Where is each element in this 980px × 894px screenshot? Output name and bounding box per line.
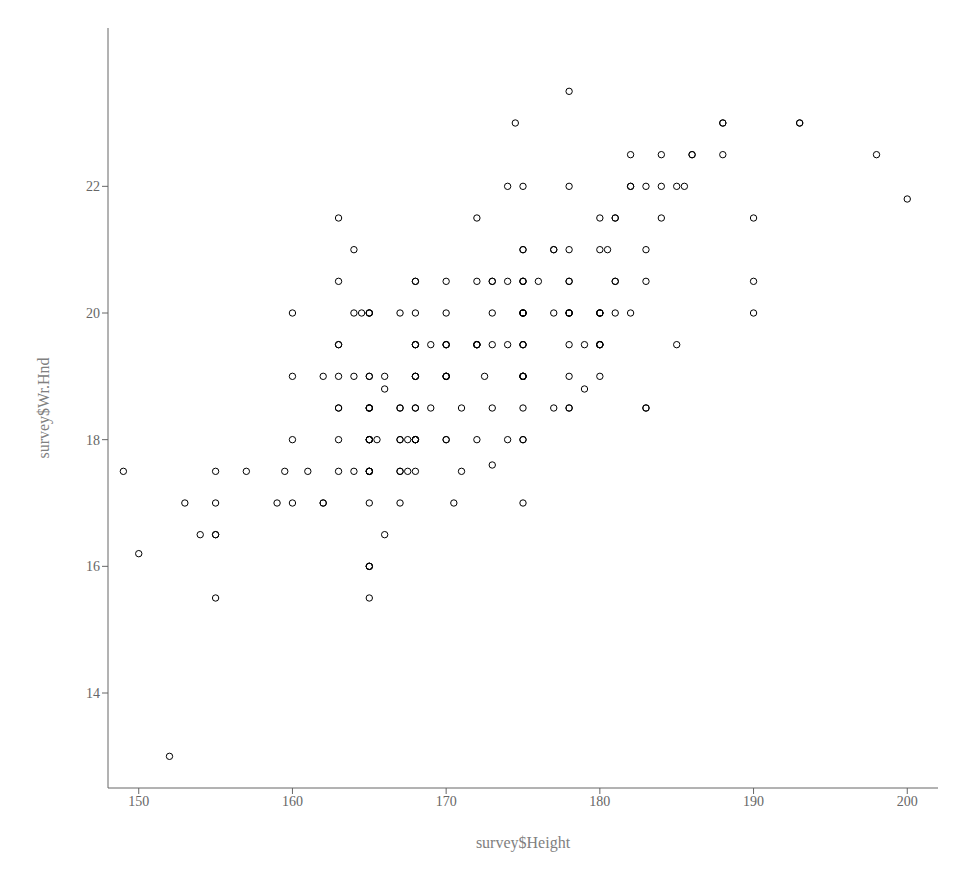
svg-text:survey$Height: survey$Height [476,834,571,852]
svg-text:170: 170 [436,794,457,809]
svg-text:16: 16 [86,559,100,574]
svg-text:200: 200 [897,794,918,809]
svg-text:survey$Wr.Hnd: survey$Wr.Hnd [35,357,53,458]
svg-text:150: 150 [128,794,149,809]
svg-text:14: 14 [86,686,100,701]
svg-text:20: 20 [86,306,100,321]
svg-text:180: 180 [589,794,610,809]
svg-text:160: 160 [282,794,303,809]
svg-text:18: 18 [86,433,100,448]
svg-text:190: 190 [743,794,764,809]
svg-text:22: 22 [86,179,100,194]
